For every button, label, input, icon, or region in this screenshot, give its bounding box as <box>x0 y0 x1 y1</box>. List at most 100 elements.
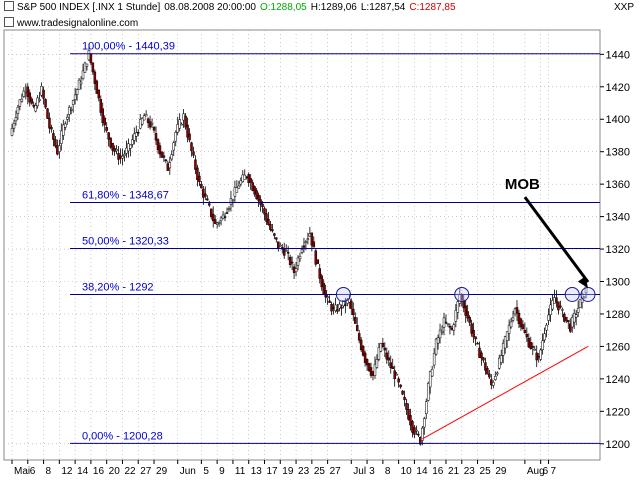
candle-body <box>417 433 420 436</box>
candle-body <box>472 329 475 338</box>
candle-body <box>316 259 320 264</box>
candle-body <box>322 282 325 295</box>
datetime-label: 08.08.2008 20:00:00 <box>164 2 256 13</box>
x-tick-label: 8 <box>385 466 391 477</box>
candle-body <box>160 151 164 158</box>
candle-body <box>407 409 410 420</box>
candle-body <box>62 124 65 136</box>
candle-body <box>523 329 527 334</box>
candle-body <box>519 318 523 328</box>
candle-body <box>576 307 580 313</box>
candle-body <box>365 359 369 366</box>
candle-body <box>30 98 33 104</box>
trendline <box>422 345 589 440</box>
candle-body <box>324 290 327 298</box>
x-tick-label: 25 <box>480 466 492 477</box>
candle-body <box>294 268 298 273</box>
candle-body <box>563 313 566 322</box>
candle-body <box>178 119 181 129</box>
candle-body <box>16 106 20 114</box>
candle-body <box>89 53 93 64</box>
candle-body <box>357 333 361 341</box>
candle-body <box>565 316 568 321</box>
x-tick-label: 12 <box>61 466 73 477</box>
candle-body <box>231 199 235 201</box>
checkbox-icon[interactable] <box>4 1 14 11</box>
checkbox-icon[interactable] <box>4 17 14 27</box>
candle-body <box>227 208 231 210</box>
candle-body <box>26 86 30 97</box>
candle-body <box>208 203 211 206</box>
candle-body <box>397 378 400 383</box>
candle-body <box>28 92 32 103</box>
candle-body <box>125 147 128 154</box>
x-tick-label: 22 <box>124 466 136 477</box>
candle-body <box>109 137 112 148</box>
candle-body <box>257 194 260 201</box>
candle-body <box>136 131 140 134</box>
candle-body <box>521 324 525 329</box>
candle-body <box>162 155 166 158</box>
x-tick-label: 29 <box>156 466 168 477</box>
candle-body <box>184 115 187 128</box>
candle-body <box>176 124 179 133</box>
fib-level-label: 100,00% - 1440,39 <box>82 41 175 53</box>
x-tick-label: 5 <box>203 466 209 477</box>
x-tick-label: 10 <box>401 466 413 477</box>
candle-body <box>221 214 225 219</box>
y-tick-label: 1220 <box>606 406 630 418</box>
candle-body <box>503 336 507 349</box>
candle-body <box>152 127 156 131</box>
fib-level-label: 38,20% - 1292 <box>82 281 154 293</box>
open-value: O:1288,05 <box>260 2 307 13</box>
candle-body <box>300 249 304 253</box>
candle-body <box>413 427 416 435</box>
candle-body <box>243 174 247 180</box>
candle-body <box>71 100 75 105</box>
fib-level-label: 61,80% - 1348,67 <box>82 190 169 202</box>
candle-body <box>12 123 16 129</box>
x-tick-label: Jun <box>180 466 196 477</box>
candle-body <box>340 306 343 309</box>
candle-body <box>58 145 61 152</box>
candle-body <box>129 144 132 149</box>
candle-body <box>490 379 493 386</box>
candle-body <box>509 321 513 328</box>
x-tick-label: 6 <box>543 466 549 477</box>
candle-body <box>200 183 203 189</box>
candle-body <box>83 62 87 73</box>
x-tick-label: 27 <box>330 466 342 477</box>
x-tick-label: 23 <box>464 466 476 477</box>
candle-body <box>375 359 379 368</box>
candle-body <box>288 256 292 265</box>
candle-body <box>501 343 505 356</box>
candle-body <box>148 121 152 128</box>
candle-body <box>549 304 552 316</box>
candle-body <box>525 333 529 338</box>
y-tick-label: 1280 <box>606 309 630 321</box>
candle-body <box>306 238 310 240</box>
candle-body <box>462 299 465 309</box>
candle-body <box>355 325 359 331</box>
candle-body <box>543 333 546 341</box>
candle-body <box>395 373 398 376</box>
candle-body <box>482 357 485 361</box>
candle-body <box>557 301 560 311</box>
candle-body <box>574 314 578 318</box>
x-tick-label: 16 <box>432 466 444 477</box>
candle-body <box>428 371 432 388</box>
x-tick-label: Mai <box>14 466 30 477</box>
candle-body <box>511 317 515 321</box>
candle-body <box>101 108 104 124</box>
candle-body <box>150 123 154 125</box>
candle-body <box>363 352 367 363</box>
candle-body <box>115 149 118 152</box>
candle-body <box>352 308 355 316</box>
candle-body <box>54 139 57 147</box>
candle-body <box>553 297 556 304</box>
candle-body <box>434 338 438 355</box>
candle-body <box>409 415 412 426</box>
candle-body <box>452 324 456 331</box>
candle-body <box>466 311 469 319</box>
